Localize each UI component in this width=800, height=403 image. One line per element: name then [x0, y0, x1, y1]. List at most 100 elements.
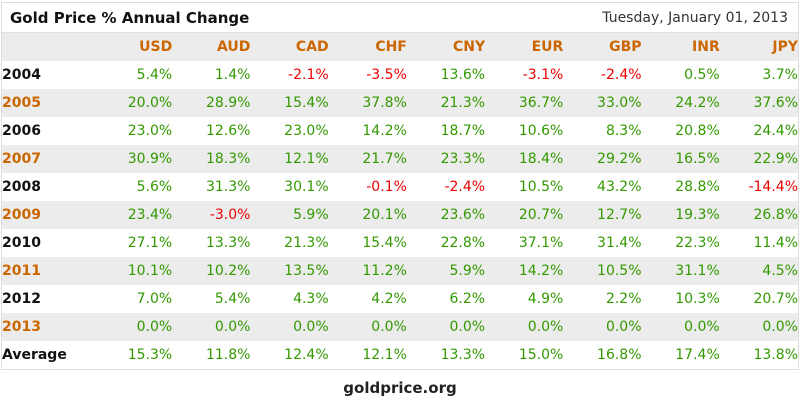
value-cell: 15.0% — [518, 347, 564, 363]
value-cell: 22.9% — [753, 151, 798, 167]
value-cell: 0.0% — [214, 319, 251, 335]
table-header-row: USD AUD CAD CHF CNY EUR GBP INR JPY — [2, 33, 798, 61]
column-header-cny: CNY — [452, 39, 486, 55]
row-label: 2008 — [2, 179, 41, 195]
table-row-average: Average 15.3% 11.8% 12.4% 12.1% 13.3% 15.0% 16.… — [2, 341, 798, 369]
page-title: Gold Price % Annual Change — [10, 9, 250, 27]
table-row-2013: 2013 0.0% 0.0% 0.0% 0.0% 0.0% 0.0% 0.0% 0.0% 0.0% — [2, 313, 798, 341]
column-header-aud: AUD — [217, 39, 251, 55]
value-cell: 10.2% — [205, 263, 251, 279]
row-label: 2004 — [2, 67, 41, 83]
value-cell: -3.5% — [366, 67, 407, 83]
value-cell: 13.5% — [284, 263, 329, 279]
value-cell: 13.3% — [205, 235, 251, 251]
value-cell: -14.4% — [748, 179, 798, 195]
table-body: 2004 5.4% 1.4% -2.1% -3.5% 13.6% -3.1% -2.4% 0.5… — [2, 61, 798, 369]
value-cell: 23.6% — [440, 207, 486, 223]
value-cell: 0.0% — [605, 319, 642, 335]
value-cell: 8.3% — [605, 123, 642, 139]
value-cell: 0.0% — [684, 319, 720, 335]
value-cell: 20.0% — [127, 95, 173, 111]
value-cell: 15.4% — [284, 95, 329, 111]
row-label: 2012 — [2, 291, 41, 307]
value-cell: 7.0% — [136, 291, 173, 307]
date-label: Tuesday, January 01, 2013 — [602, 10, 788, 26]
gold-price-panel: Gold Price % Annual Change Tuesday, Janu… — [1, 2, 799, 370]
value-cell: 0.5% — [684, 67, 720, 83]
value-cell: -3.0% — [209, 207, 251, 223]
titlebar: Gold Price % Annual Change Tuesday, Janu… — [2, 3, 798, 33]
value-cell: 18.4% — [518, 151, 564, 167]
value-cell: 37.1% — [518, 235, 564, 251]
table-row-2012: 2012 7.0% 5.4% 4.3% 4.2% 6.2% 4.9% 2.2% 10.3% 20.… — [2, 285, 798, 313]
value-cell: 15.4% — [362, 235, 407, 251]
value-cell: 18.3% — [205, 151, 251, 167]
value-cell: 10.1% — [127, 263, 173, 279]
value-cell: 10.6% — [518, 123, 564, 139]
value-cell: 28.8% — [675, 179, 720, 195]
value-cell: 0.0% — [371, 319, 407, 335]
value-cell: 20.8% — [675, 123, 720, 139]
value-cell: 0.0% — [293, 319, 329, 335]
value-cell: 0.0% — [449, 319, 486, 335]
value-cell: 28.9% — [205, 95, 251, 111]
value-cell: 20.7% — [753, 291, 798, 307]
row-label: 2013 — [2, 319, 41, 335]
value-cell: 13.8% — [753, 347, 798, 363]
row-label: 2007 — [2, 151, 41, 167]
table-row-2006: 2006 23.0% 12.6% 23.0% 14.2% 18.7% 10.6% 8.3% 20… — [2, 117, 798, 145]
value-cell: 10.5% — [518, 179, 564, 195]
value-cell: 10.3% — [675, 291, 720, 307]
row-label: 2006 — [2, 123, 41, 139]
value-cell: 19.3% — [675, 207, 720, 223]
value-cell: 23.0% — [127, 123, 173, 139]
value-cell: 37.8% — [362, 95, 407, 111]
value-cell: 23.4% — [127, 207, 173, 223]
value-cell: 5.9% — [293, 207, 329, 223]
value-cell: 14.2% — [362, 123, 407, 139]
value-cell: 21.7% — [362, 151, 407, 167]
row-label: 2005 — [2, 95, 41, 111]
table-row-2007: 2007 30.9% 18.3% 12.1% 21.7% 23.3% 18.4% 29.2% 1… — [2, 145, 798, 173]
value-cell: 11.2% — [362, 263, 407, 279]
value-cell: 5.4% — [136, 67, 173, 83]
value-cell: 0.0% — [136, 319, 173, 335]
value-cell: 24.2% — [675, 95, 720, 111]
value-cell: 4.9% — [527, 291, 564, 307]
gold-price-table: USD AUD CAD CHF CNY EUR GBP INR JPY 2004 5.4% 1.4%… — [2, 33, 798, 369]
value-cell: 4.3% — [293, 291, 329, 307]
value-cell: 5.4% — [214, 291, 251, 307]
value-cell: 23.3% — [440, 151, 486, 167]
table-row-2009: 2009 23.4% -3.0% 5.9% 20.1% 23.6% 20.7% 12.7% 19… — [2, 201, 798, 229]
value-cell: 23.0% — [284, 123, 329, 139]
value-cell: 11.8% — [205, 347, 251, 363]
footer-link[interactable]: goldprice.org — [343, 379, 457, 397]
value-cell: 30.1% — [284, 179, 329, 195]
value-cell: 13.3% — [440, 347, 486, 363]
value-cell: 5.6% — [136, 179, 173, 195]
value-cell: 20.1% — [362, 207, 407, 223]
value-cell: 37.6% — [753, 95, 798, 111]
column-header-usd: USD — [139, 39, 173, 55]
column-header-cad: CAD — [295, 39, 329, 55]
table-row-2004: 2004 5.4% 1.4% -2.1% -3.5% 13.6% -3.1% -2.4% 0.5… — [2, 61, 798, 89]
row-label: 2010 — [2, 235, 41, 251]
column-header-gbp: GBP — [609, 39, 642, 55]
row-label: Average — [2, 347, 67, 363]
column-header-inr: INR — [692, 39, 720, 55]
value-cell: 29.2% — [597, 151, 642, 167]
value-cell: 31.4% — [597, 235, 642, 251]
value-cell: 12.1% — [284, 151, 329, 167]
value-cell: 18.7% — [440, 123, 486, 139]
value-cell: 10.5% — [597, 263, 642, 279]
value-cell: 30.9% — [127, 151, 173, 167]
value-cell: 4.5% — [762, 263, 798, 279]
corner-cell — [2, 33, 94, 61]
value-cell: -0.1% — [366, 179, 407, 195]
value-cell: 26.8% — [753, 207, 798, 223]
column-header-eur: EUR — [531, 39, 564, 55]
value-cell: 6.2% — [449, 291, 486, 307]
value-cell: 14.2% — [518, 263, 564, 279]
value-cell: 0.0% — [527, 319, 564, 335]
table-row-2010: 2010 27.1% 13.3% 21.3% 15.4% 22.8% 37.1% 31.4% 2… — [2, 229, 798, 257]
